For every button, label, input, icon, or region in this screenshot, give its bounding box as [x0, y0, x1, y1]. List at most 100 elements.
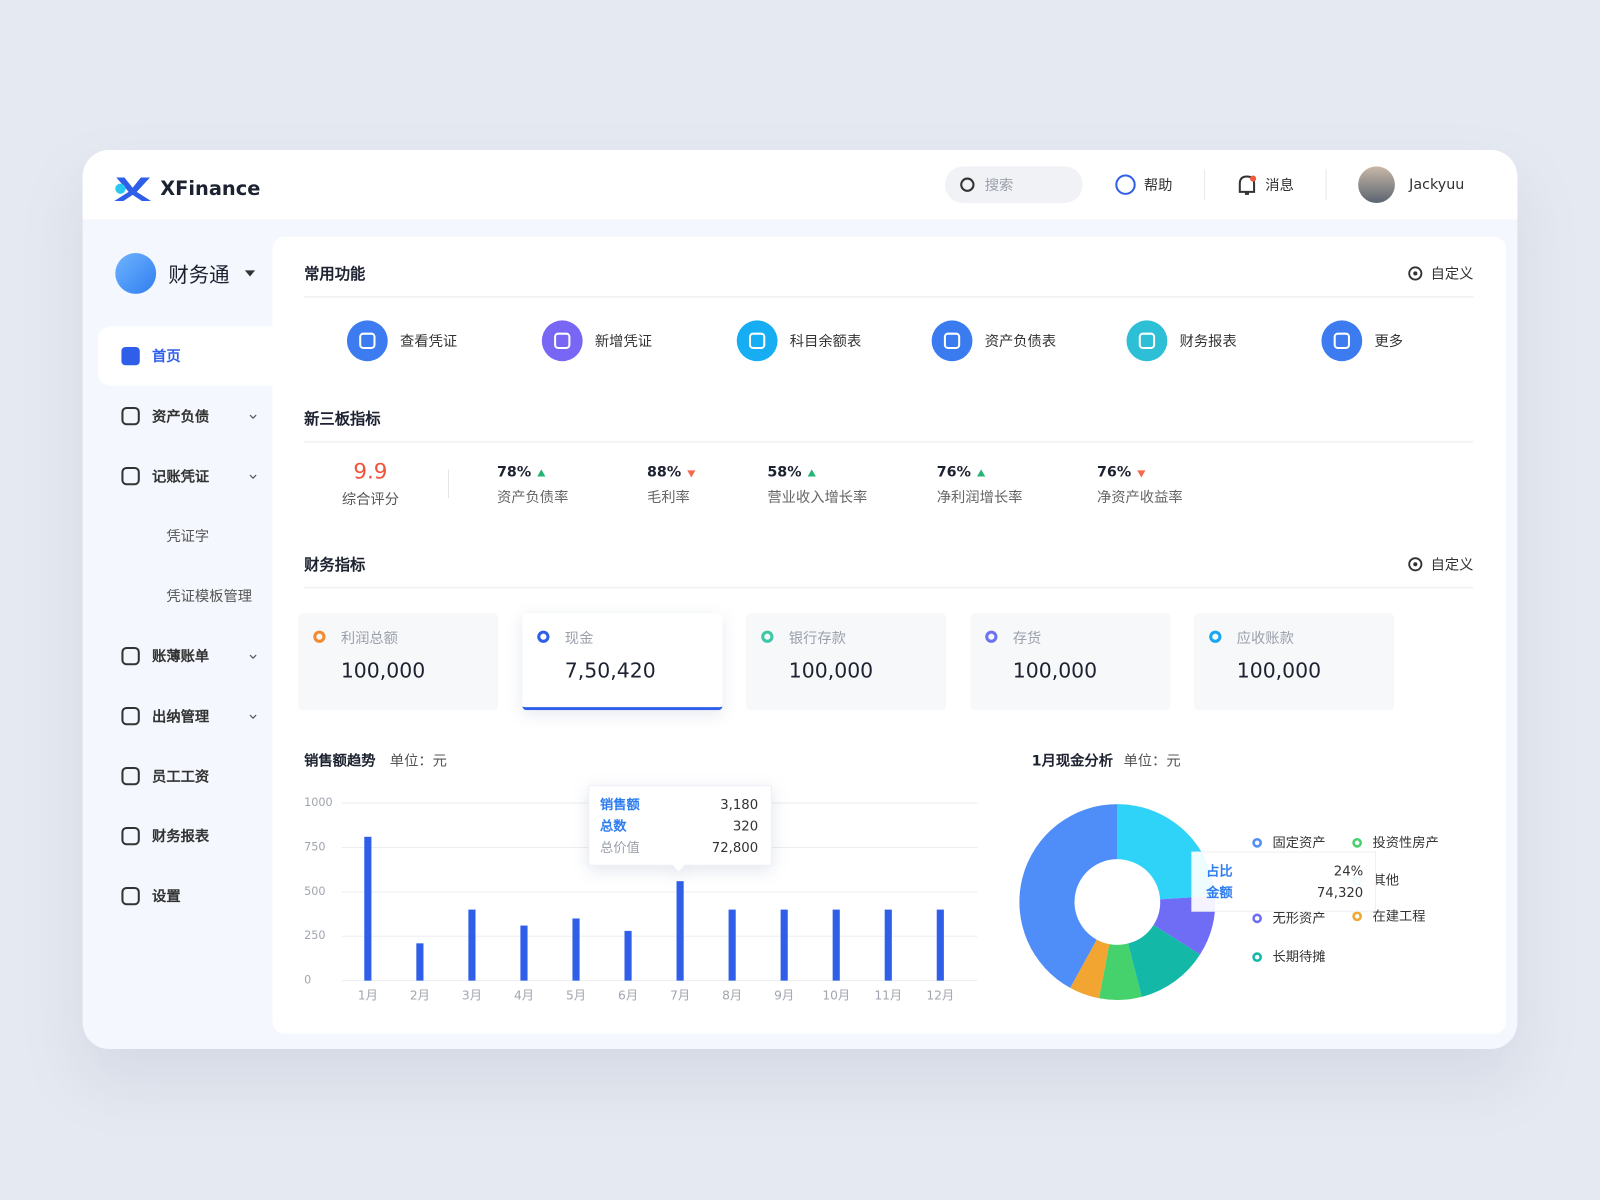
bell-badge [1249, 175, 1257, 182]
bar [468, 909, 476, 981]
shortcut-label[interactable]: 科目余额表 [789, 333, 862, 350]
nav-item[interactable]: 记账凭证 [152, 468, 210, 486]
nav-item[interactable]: 员工工资 [152, 768, 210, 786]
finance-card[interactable] [969, 613, 1170, 711]
x-tick-label: 3月 [462, 988, 482, 1002]
messages-link[interactable]: 消息 [1265, 177, 1294, 194]
search-box[interactable] [944, 166, 1083, 204]
nav-item[interactable]: 设置 [152, 888, 181, 906]
legend-label: 长期待摊 [1272, 949, 1325, 965]
y-tick-label: 1000 [304, 796, 333, 809]
legend-label: 在建工程 [1372, 908, 1425, 924]
nav-subitem[interactable]: 凭证模板管理 [166, 588, 253, 606]
trend-arrow [977, 469, 986, 477]
indicator-label: 营业收入增长率 [767, 489, 868, 507]
shortcut-icon [931, 320, 973, 362]
trend-arrow [1137, 470, 1146, 478]
tooltip-box [588, 785, 772, 874]
help-link[interactable]: 帮助 [1143, 177, 1173, 194]
shortcut-label[interactable]: 资产负债表 [984, 333, 1057, 350]
x-tick-label: 9月 [774, 988, 794, 1002]
legend-swatch [1252, 913, 1262, 924]
score-value: 9.9 [353, 459, 388, 484]
pie-slice [1019, 804, 1118, 988]
customize-link[interactable]: 自定义 [1430, 557, 1474, 574]
tooltip-value: 320 [733, 820, 758, 835]
tooltip-label: 总数 [600, 818, 627, 835]
x-tick-label: 1月 [358, 988, 378, 1002]
finance-card[interactable] [297, 613, 498, 711]
legend-label: 其他 [1372, 873, 1399, 889]
y-tick-label: 0 [304, 974, 311, 987]
section-title: 财务指标 [304, 555, 366, 574]
bar [572, 918, 580, 981]
trend-arrow [807, 469, 816, 477]
gear-icon [1408, 266, 1423, 281]
customize-link[interactable]: 自定义 [1430, 266, 1474, 283]
shortcut-icon [346, 320, 388, 362]
x-tick-label: 2月 [410, 988, 430, 1002]
header-bar [82, 149, 1518, 220]
shortcut-icon [736, 320, 778, 362]
nav-item[interactable]: 账薄账单 [152, 648, 210, 666]
card-label: 现金 [564, 630, 594, 647]
pie-slice [1117, 804, 1216, 900]
bar [780, 909, 788, 981]
bell-icon [1238, 175, 1256, 195]
nav-item[interactable]: 资产负债 [152, 408, 210, 426]
bar [364, 836, 372, 981]
finance-card[interactable] [745, 613, 946, 711]
card-dot [985, 630, 998, 643]
logo-dot [115, 183, 126, 194]
logo [114, 177, 152, 202]
trend-arrow [687, 470, 696, 478]
card-value: 100,000 [788, 658, 874, 683]
card-value: 100,000 [1236, 658, 1322, 683]
card-dot [761, 630, 774, 643]
nav-icon [121, 826, 140, 846]
legend-swatch [1352, 911, 1362, 922]
indicator-value: 88% [646, 464, 682, 481]
nav-icon [121, 466, 140, 486]
shortcut-label[interactable]: 财务报表 [1179, 333, 1237, 350]
shortcut-label[interactable]: 新增凭证 [594, 333, 653, 350]
avatar[interactable] [1358, 166, 1395, 204]
indicator-label: 净资产收益率 [1096, 489, 1183, 507]
indicator-value: 76% [936, 464, 971, 481]
pie-slice [1128, 925, 1201, 997]
indicator-value: 58% [767, 464, 802, 481]
nav-chevron [249, 714, 257, 720]
x-tick-label: 10月 [822, 988, 850, 1002]
shortcut-label[interactable]: 查看凭证 [399, 333, 458, 350]
nav-item[interactable]: 出纳管理 [152, 708, 210, 726]
search-placeholder[interactable]: 搜索 [984, 177, 1014, 194]
bar [936, 909, 944, 981]
tooltip-label: 金额 [1205, 884, 1233, 901]
shortcut-label[interactable]: 更多 [1374, 333, 1404, 350]
chart-title: 1月现金分析 [1031, 753, 1114, 770]
chart-unit: 单位：元 [389, 753, 447, 770]
nav-icon [121, 346, 140, 366]
tooltip-value: 3,180 [720, 798, 758, 813]
gear-icon [1408, 557, 1423, 572]
bar [416, 943, 424, 981]
nav-item[interactable]: 首页 [152, 348, 181, 366]
nav-subitem[interactable]: 凭证字 [166, 528, 210, 546]
app-icon[interactable] [115, 253, 157, 294]
app-name[interactable]: 财务通 [168, 262, 230, 288]
search-icon [960, 177, 975, 192]
y-tick-label: 250 [304, 929, 325, 942]
nav-icon [121, 706, 140, 726]
divider [1325, 169, 1327, 200]
tooltip-value: 24% [1334, 864, 1363, 879]
bar [520, 925, 528, 981]
user-name[interactable]: Jackyuu [1409, 176, 1465, 193]
card-value: 100,000 [340, 658, 426, 683]
finance-card[interactable] [521, 613, 722, 711]
indicator-label: 净利润增长率 [936, 489, 1023, 507]
card-label: 银行存款 [788, 630, 846, 647]
card-value: 100,000 [1012, 658, 1098, 683]
finance-card[interactable] [1193, 613, 1394, 711]
nav-item[interactable]: 财务报表 [152, 828, 210, 846]
tooltip-label: 总价值 [600, 840, 640, 856]
